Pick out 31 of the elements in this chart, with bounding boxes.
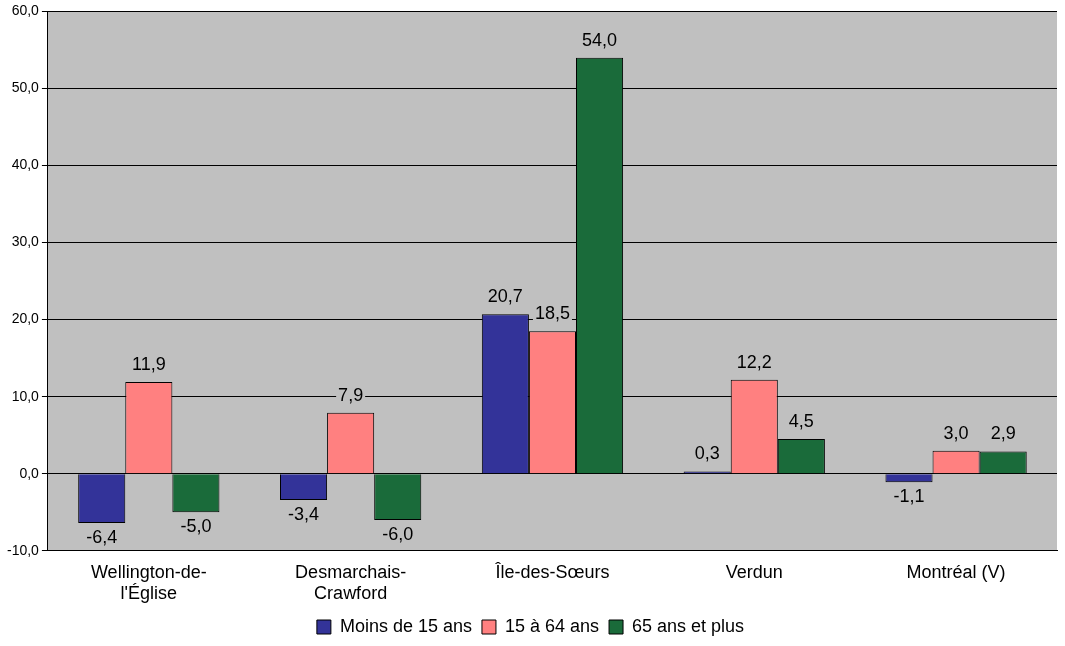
- data-label: 20,7: [487, 286, 523, 307]
- data-label: 4,5: [788, 411, 814, 432]
- x-tick-label: Verdun: [725, 561, 783, 582]
- data-label: -6,4: [86, 527, 118, 548]
- legend-label: Moins de 15 ans: [339, 615, 472, 636]
- x-tick-label: Île-des-Sœurs: [494, 561, 610, 582]
- data-label: -1,1: [893, 486, 925, 507]
- data-label: 2,9: [990, 423, 1016, 444]
- y-tick-label: 60,0: [11, 2, 40, 19]
- data-label: -3,4: [288, 503, 320, 524]
- y-tick-label: 0,0: [19, 464, 40, 481]
- y-tick-label: 50,0: [11, 79, 40, 96]
- y-tick-label: 30,0: [11, 233, 40, 250]
- data-label: 12,2: [736, 351, 772, 372]
- data-label: 0,3: [694, 443, 720, 464]
- y-tick-label: 10,0: [11, 387, 40, 404]
- data-label: -6,0: [382, 523, 414, 544]
- data-label: 7,9: [338, 384, 364, 405]
- data-label: 11,9: [131, 354, 166, 375]
- y-tick-label: 20,0: [11, 310, 40, 327]
- y-tick-label: -10,0: [6, 541, 40, 558]
- x-tick-label: Desmarchais-Crawford: [295, 561, 407, 604]
- data-label: 3,0: [943, 422, 969, 443]
- data-label: 54,0: [582, 29, 618, 50]
- data-label: 18,5: [534, 303, 570, 324]
- y-tick-label: 40,0: [11, 156, 40, 173]
- legend-label: 15 à 64 ans: [504, 615, 600, 636]
- x-tick-label: Montréal (V): [906, 561, 1006, 582]
- x-tick-label: Wellington-de-l'Église: [90, 561, 207, 604]
- data-label: -5,0: [180, 516, 212, 537]
- legend-label: 65 ans et plus: [632, 615, 745, 636]
